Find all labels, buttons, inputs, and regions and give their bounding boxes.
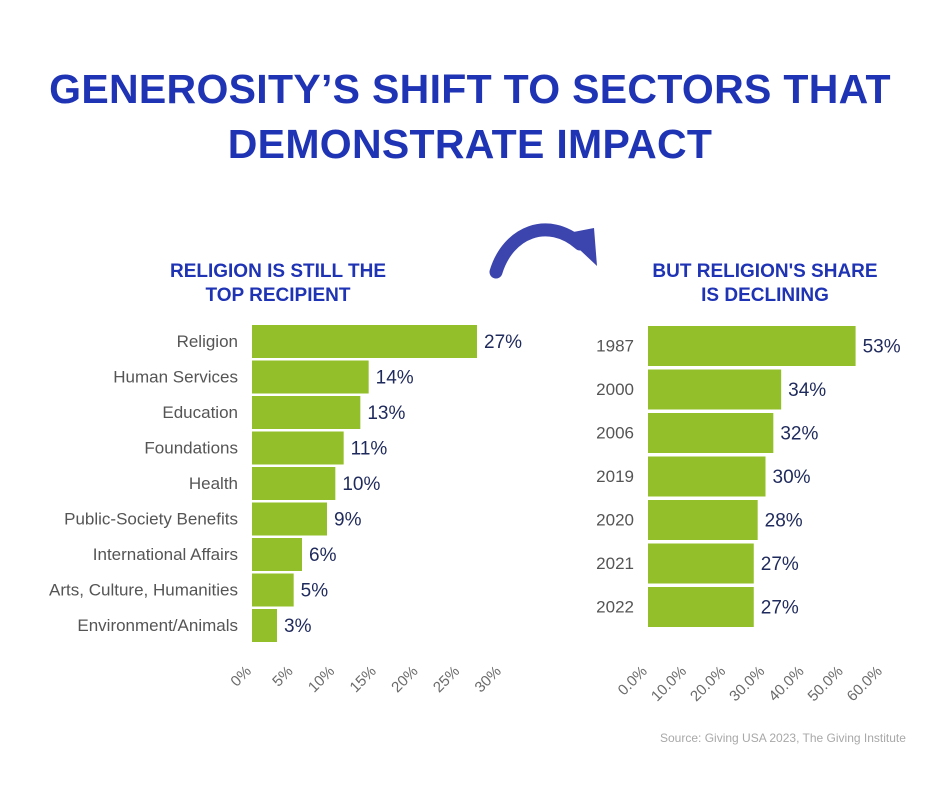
left-value-label-international-affairs: 6% <box>309 545 337 566</box>
right-value-label-2006: 32% <box>780 424 818 445</box>
source-note: Source: Giving USA 2023, The Giving Inst… <box>660 731 906 745</box>
left-x-tick-label: 5% <box>269 663 296 690</box>
right-category-label-2022: 2022 <box>596 598 634 617</box>
left-value-label-health: 10% <box>342 474 380 495</box>
right-category-label-2021: 2021 <box>596 554 634 573</box>
left-x-tick-label: 30% <box>472 663 505 696</box>
left-category-label-human-services: Human Services <box>113 368 238 387</box>
left-bar-health <box>252 467 336 500</box>
right-value-label-2019: 30% <box>773 467 811 488</box>
right-x-tick-label: 30.0% <box>726 663 768 705</box>
left-bar-religion <box>252 325 477 358</box>
left-category-label-foundations: Foundations <box>144 439 238 458</box>
right-bar-chart: 1987 53% 2000 34% 2006 32% 2019 30% 2020 28% 2021 2… <box>596 326 901 705</box>
right-bar-2022 <box>648 587 754 627</box>
left-value-label-religion: 27% <box>484 332 522 353</box>
right-x-tick-label: 10.0% <box>648 663 690 705</box>
left-x-tick-label: 25% <box>430 663 463 696</box>
left-category-label-religion: Religion <box>177 332 238 351</box>
right-x-tick-label: 50.0% <box>805 663 847 705</box>
right-category-label-2020: 2020 <box>596 511 634 530</box>
left-bar-arts-culture-humanities <box>252 573 294 607</box>
right-bar-1987 <box>648 326 856 366</box>
right-value-label-2021: 27% <box>761 554 799 575</box>
arrow-head-icon <box>563 228 597 266</box>
left-chart-title: RELIGION IS STILL THE TOP RECIPIENT <box>120 260 436 308</box>
right-x-tick-label: 60.0% <box>844 663 886 705</box>
left-category-label-health: Health <box>189 474 238 493</box>
left-value-label-public-society-benefits: 9% <box>334 510 362 531</box>
left-x-tick-label: 15% <box>347 663 380 696</box>
left-chart-title-line-1: RELIGION IS STILL THE <box>169 261 387 282</box>
title-line-1: GENEROSITY’S SHIFT TO SECTORS THAT <box>49 66 891 112</box>
right-bar-2000 <box>648 369 782 410</box>
right-x-tick-label: 20.0% <box>687 663 729 705</box>
right-bar-2020 <box>648 500 758 540</box>
left-value-label-human-services: 14% <box>376 368 414 389</box>
right-bar-2021 <box>648 543 754 584</box>
left-x-tick-label: 10% <box>305 663 338 696</box>
left-bar-chart: Religion 27% Human Services 14% Education 13%… <box>49 325 522 696</box>
left-value-label-arts-culture-humanities: 5% <box>301 581 329 602</box>
left-category-label-public-society-benefits: Public-Society Benefits <box>64 510 238 529</box>
right-bar-2006 <box>648 413 774 453</box>
left-chart-title-line-2: TOP RECIPIENT <box>205 285 351 306</box>
right-value-label-2022: 27% <box>761 598 799 619</box>
right-chart-title-line-1: BUT RELIGION'S SHARE <box>652 261 878 282</box>
right-category-label-2019: 2019 <box>596 467 634 486</box>
title-line-2: DEMONSTRATE IMPACT <box>227 121 713 167</box>
right-value-label-2000: 34% <box>788 380 826 401</box>
left-value-label-foundations: 11% <box>351 439 388 460</box>
left-bar-human-services <box>252 360 369 394</box>
left-value-label-environment-animals: 3% <box>284 616 312 637</box>
page-title: GENEROSITY’S SHIFT TO SECTORS THAT DEMON… <box>0 62 940 172</box>
left-x-tick-label: 20% <box>388 663 421 696</box>
right-category-label-2000: 2000 <box>596 380 634 399</box>
right-value-label-1987: 53% <box>863 337 901 358</box>
right-bar-2019 <box>648 456 766 497</box>
right-chart-title: BUT RELIGION'S SHARE IS DECLINING <box>600 260 930 308</box>
left-bar-public-society-benefits <box>252 502 327 536</box>
right-chart-title-line-2: IS DECLINING <box>701 285 829 306</box>
right-category-label-2006: 2006 <box>596 424 634 443</box>
left-category-label-environment-animals: Environment/Animals <box>77 616 238 635</box>
left-category-label-international-affairs: International Affairs <box>93 545 238 564</box>
left-bar-education <box>252 396 361 429</box>
right-x-tick-label: 0.0% <box>615 663 651 699</box>
left-category-label-arts-culture-humanities: Arts, Culture, Humanities <box>49 581 238 600</box>
left-x-tick-label: 0% <box>227 663 254 690</box>
left-bar-international-affairs <box>252 538 302 571</box>
right-x-tick-label: 40.0% <box>765 663 807 705</box>
right-value-label-2020: 28% <box>765 511 803 532</box>
right-category-label-1987: 1987 <box>596 337 634 356</box>
left-bar-environment-animals <box>252 609 277 642</box>
left-category-label-education: Education <box>162 403 238 422</box>
left-value-label-education: 13% <box>367 403 405 424</box>
left-bar-foundations <box>252 431 344 465</box>
